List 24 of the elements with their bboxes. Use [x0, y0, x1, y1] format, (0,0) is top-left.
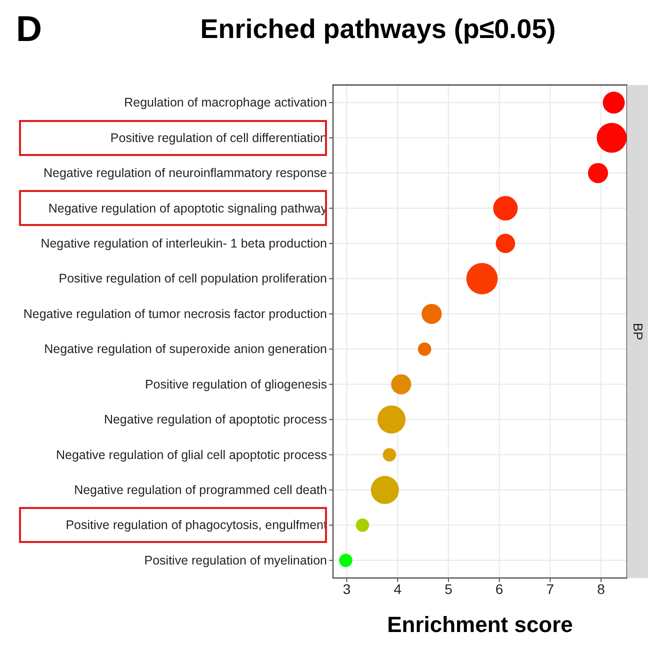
y-tick-label: Positive regulation of cell population proliferation [58, 272, 328, 286]
y-tick-label: Negative regulation of glial cell apoptotic process [56, 448, 327, 462]
y-tick-label: Negative regulation of superoxide anion generation [44, 342, 328, 356]
y-tick-label: Positive regulation of phagocytosis, engulfment [66, 518, 328, 532]
text: BP [630, 322, 646, 340]
x-tick-label: 8 [597, 580, 606, 597]
chart-title: Enriched pathways (p≤0.05) [199, 14, 557, 45]
y-tick-label: Positive regulation of gliogenesis [144, 377, 327, 392]
x-tick-label: 7 [546, 580, 554, 597]
y-tick-label: Negative regulation of apoptotic process [104, 412, 327, 427]
x-tick-label: 4 [394, 580, 402, 597]
y-tick-label: Negative regulation of neuroinflammatory response [44, 166, 328, 180]
x-tick-label: 5 [444, 580, 453, 597]
y-tick-label: Positive regulation of myelination [144, 553, 328, 568]
y-tick-label: Negative regulation of tumor necrosis factor production [23, 306, 328, 321]
x-tick-label: 3 [342, 580, 351, 597]
y-tick-label: Negative regulation of apoptotic signaling pathway [48, 201, 328, 216]
y-tick-label: Positive regulation of cell differentiation [110, 130, 328, 145]
x-axis-title: Enrichment score [387, 612, 573, 637]
x-tick-label: 6 [495, 580, 504, 597]
y-tick-label: Regulation of macrophage activation [124, 96, 328, 110]
y-tick-label: Negative regulation of interleukin- 1 beta production [40, 236, 328, 250]
y-tick-label: Negative regulation of programmed cell death [74, 482, 328, 497]
text: D [16, 8, 42, 50]
